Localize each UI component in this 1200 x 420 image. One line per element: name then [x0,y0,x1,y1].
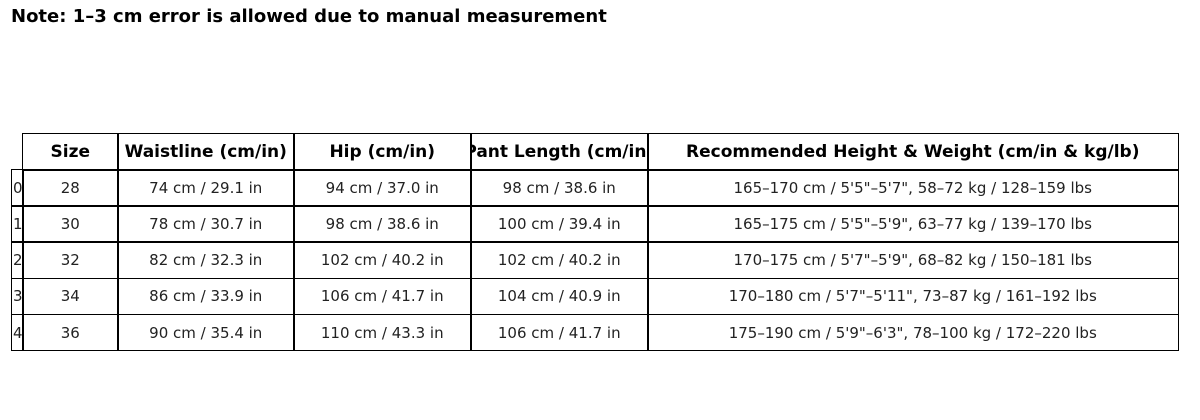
row-index: 4 [11,313,24,352]
table-cell: 90 cm / 35.4 in [117,313,295,352]
table-cell: 30 [22,205,119,243]
table-cell: 170–180 cm / 5'7"–5'11", 73–87 kg / 161–… [647,277,1179,316]
table-cell: 36 [22,313,119,352]
table-cell: 170–175 cm / 5'7"–5'9", 68–82 kg / 150–1… [647,241,1179,280]
table-cell: 106 cm / 41.7 in [470,313,649,352]
table-cell: 102 cm / 40.2 in [470,241,649,280]
table-cell: 86 cm / 33.9 in [117,277,295,316]
column-header: Waistline (cm/in) [117,133,295,171]
table-cell: 110 cm / 43.3 in [293,313,472,352]
table-cell: 106 cm / 41.7 in [293,277,472,316]
table-cell: 74 cm / 29.1 in [117,169,295,207]
table-cell: 94 cm / 37.0 in [293,169,472,207]
table-cell: 78 cm / 30.7 in [117,205,295,243]
table-cell: 82 cm / 32.3 in [117,241,295,280]
table-cell: 100 cm / 39.4 in [470,205,649,243]
table-cell: 98 cm / 38.6 in [293,205,472,243]
row-index: 0 [11,169,24,207]
table-cell: 28 [22,169,119,207]
table-cell: 32 [22,241,119,280]
table-cell: 104 cm / 40.9 in [470,277,649,316]
column-header: Pant Length (cm/in) [470,133,649,171]
table-cell: 165–170 cm / 5'5"–5'7", 58–72 kg / 128–1… [647,169,1179,207]
table-cell: 165–175 cm / 5'5"–5'9", 63–77 kg / 139–1… [647,205,1179,243]
table-cell: 34 [22,277,119,316]
table-cell: 102 cm / 40.2 in [293,241,472,280]
table-cell: 98 cm / 38.6 in [470,169,649,207]
column-header: Size [22,133,119,171]
column-header: Hip (cm/in) [293,133,472,171]
column-header: Recommended Height & Weight (cm/in & kg/… [647,133,1179,171]
note: Note: 1–3 cm error is allowed due to man… [11,6,607,27]
table-cell: 175–190 cm / 5'9"–6'3", 78–100 kg / 172–… [647,313,1179,352]
